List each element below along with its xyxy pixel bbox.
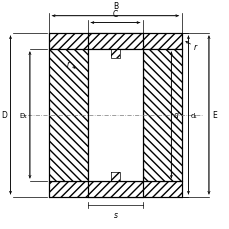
Bar [88, 34, 142, 50]
Bar [49, 34, 181, 50]
Bar [88, 50, 142, 181]
Text: B: B [112, 2, 117, 11]
Bar [49, 50, 88, 181]
Text: E: E [211, 111, 216, 120]
Text: D₁: D₁ [19, 112, 27, 118]
Bar [110, 172, 120, 181]
Text: r: r [66, 60, 70, 69]
Bar [88, 181, 142, 197]
Text: d: d [173, 111, 178, 120]
Text: r: r [193, 43, 196, 52]
Bar [49, 50, 88, 181]
Bar [110, 50, 120, 59]
Bar [110, 50, 120, 59]
Text: C: C [112, 11, 117, 19]
Bar [88, 181, 142, 197]
Text: s: s [113, 210, 117, 219]
Bar [142, 50, 181, 181]
Bar [142, 50, 181, 181]
Bar [49, 181, 181, 197]
Bar [49, 181, 181, 197]
Text: d₁: d₁ [190, 112, 196, 118]
Bar [110, 172, 120, 181]
Bar [88, 34, 142, 50]
Text: D: D [1, 111, 7, 120]
Bar [49, 34, 181, 50]
